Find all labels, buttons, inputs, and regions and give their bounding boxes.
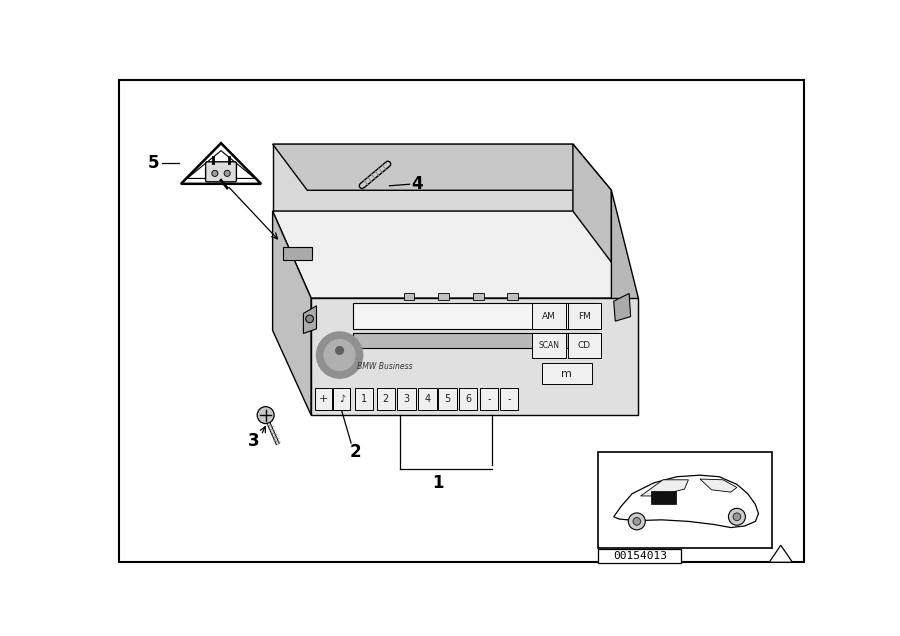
Bar [355,388,374,410]
Text: -: - [487,394,491,404]
Bar [418,388,436,410]
Text: +: + [319,394,328,404]
Polygon shape [311,298,638,415]
Text: AM: AM [542,312,556,321]
Circle shape [633,518,641,525]
Text: m: m [562,368,572,378]
Circle shape [306,315,313,322]
Bar [283,247,312,259]
Text: ♪: ♪ [338,394,345,404]
Circle shape [317,332,363,378]
Polygon shape [700,479,737,492]
Bar [598,549,681,563]
Bar [354,303,596,329]
Text: 2: 2 [382,394,389,404]
Circle shape [212,170,218,176]
Bar [472,293,483,300]
Text: 5: 5 [148,155,159,172]
Bar [568,303,601,329]
Text: 1: 1 [432,474,444,492]
Text: 1: 1 [361,394,367,404]
FancyBboxPatch shape [205,162,237,182]
Bar [438,388,456,410]
Circle shape [628,513,645,530]
Polygon shape [273,211,638,298]
Bar [403,293,414,300]
Bar [542,363,592,384]
Polygon shape [573,144,611,298]
Text: 00154013: 00154013 [613,551,667,561]
Circle shape [734,513,741,521]
Text: -: - [508,394,510,404]
Bar [652,490,676,504]
Bar [354,333,596,348]
Bar [480,388,499,410]
Bar [598,452,771,548]
Polygon shape [641,480,688,496]
Circle shape [257,406,274,424]
Bar [508,293,518,300]
Text: 3: 3 [248,432,259,450]
Text: 2: 2 [349,443,361,461]
Text: 4: 4 [411,176,423,193]
Bar [459,388,477,410]
Polygon shape [770,545,792,562]
Text: 6: 6 [465,394,472,404]
Bar [315,388,332,410]
Text: 5: 5 [445,394,451,404]
Bar [500,388,518,410]
Bar [532,303,566,329]
Circle shape [728,508,745,525]
Polygon shape [181,143,261,184]
Text: 4: 4 [424,394,430,404]
Text: FM: FM [578,312,591,321]
Bar [376,388,395,410]
Polygon shape [273,144,573,211]
Bar [438,293,449,300]
Polygon shape [611,190,638,415]
Text: CD: CD [578,342,591,350]
Bar [532,333,566,358]
Text: SCAN: SCAN [538,342,560,350]
Polygon shape [273,211,311,415]
Text: BMW Business: BMW Business [356,362,412,371]
Circle shape [324,340,355,370]
Bar [333,388,350,410]
Text: 3: 3 [403,394,410,404]
Bar [568,333,601,358]
Polygon shape [614,293,631,321]
Polygon shape [273,144,611,190]
Polygon shape [303,306,317,333]
Circle shape [336,347,344,354]
Circle shape [224,170,230,176]
Bar [397,388,416,410]
